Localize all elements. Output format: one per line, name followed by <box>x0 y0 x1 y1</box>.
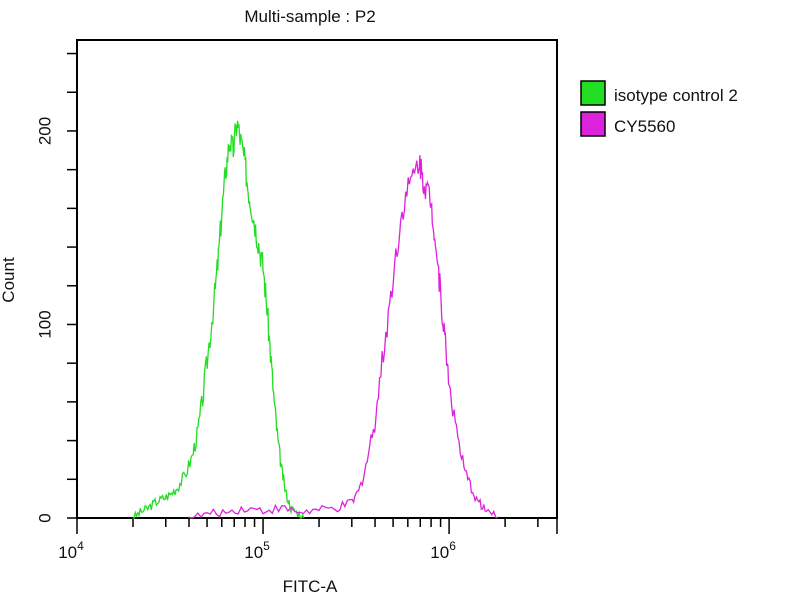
x-tick-label: 106 <box>430 539 456 562</box>
plot-frame <box>76 39 558 519</box>
x-axis-label: FITC-A <box>283 577 338 596</box>
series-line-0 <box>132 120 305 519</box>
x-tick-label: 104 <box>58 539 84 562</box>
legend-label: isotype control 2 <box>614 86 738 105</box>
y-tick-label: 200 <box>36 117 55 145</box>
legend-swatch <box>580 111 606 137</box>
x-tick-label: 105 <box>244 539 270 562</box>
legend: isotype control 2 CY5560 <box>580 80 738 137</box>
y-tick-label: 0 <box>36 513 55 522</box>
series-lines <box>132 120 498 519</box>
y-axis-label: Count <box>0 257 18 303</box>
chart-title: Multi-sample : P2 <box>244 7 375 26</box>
series-line-1 <box>188 155 498 519</box>
y-axis: 0 100 200 <box>36 52 77 523</box>
legend-label: CY5560 <box>614 117 675 136</box>
legend-swatch <box>580 80 606 106</box>
x-axis: 104 105 106 <box>58 518 558 562</box>
y-tick-label: 100 <box>36 310 55 338</box>
